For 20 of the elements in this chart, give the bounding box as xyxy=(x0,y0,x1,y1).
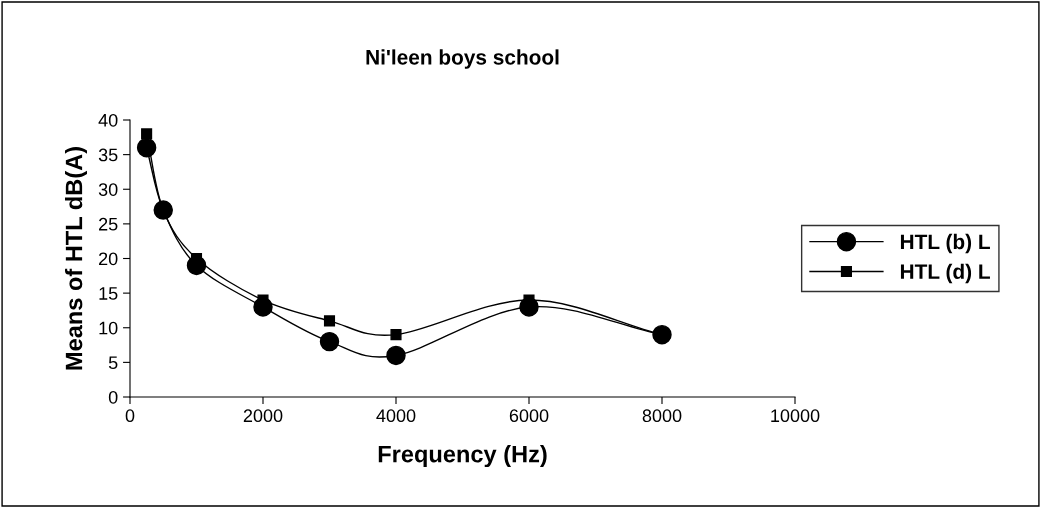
y-tick-label: 40 xyxy=(98,113,118,127)
x-tick-label: 2000 xyxy=(243,409,283,423)
y-tick-label: 20 xyxy=(99,252,118,266)
legend-label: HTL (d) L xyxy=(900,263,990,284)
x-tick-label: 8000 xyxy=(642,409,682,423)
y-tick-label: 15 xyxy=(99,287,118,300)
y-tick-label: 35 xyxy=(98,148,118,162)
x-axis-title: Frequency (Hz) xyxy=(378,445,547,468)
chart-title: Ni'leen boys school xyxy=(366,49,559,69)
x-tick-label: 4000 xyxy=(376,409,416,423)
y-tick-label: 10 xyxy=(99,321,118,335)
y-axis-title: Means of HTL dB(A) xyxy=(64,147,87,370)
x-tick-label: 6000 xyxy=(509,409,549,423)
x-tick-label: 10000 xyxy=(771,409,820,423)
y-tick-label: 30 xyxy=(98,183,118,196)
y-tick-label: 5 xyxy=(108,356,118,370)
x-tick-label: 0 xyxy=(125,409,135,423)
y-tick-label: 25 xyxy=(99,217,118,231)
legend-label: HTL (b) L xyxy=(900,233,990,254)
y-tick-label: 0 xyxy=(108,390,118,404)
